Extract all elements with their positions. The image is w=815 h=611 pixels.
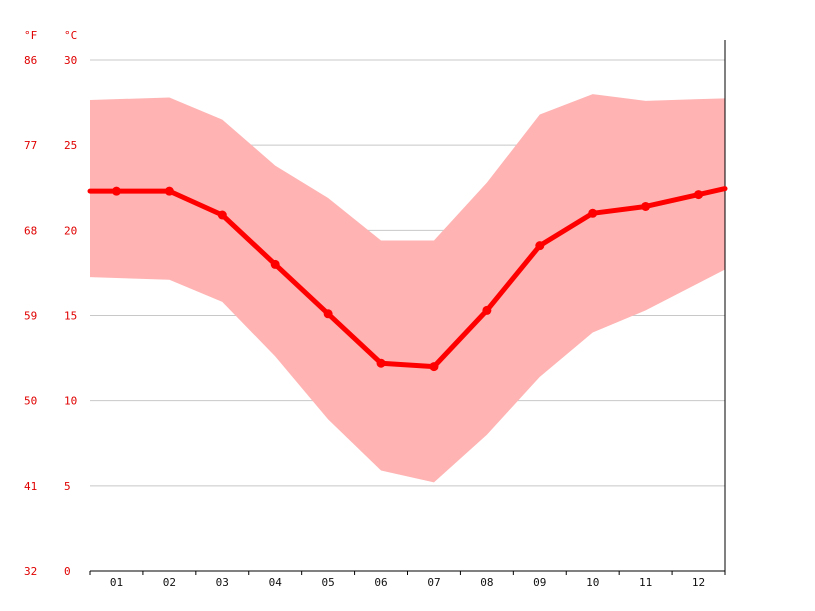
temperature-range-band (90, 94, 725, 483)
y-tick-label-fahrenheit: 50 (24, 395, 37, 408)
y-tick-label-fahrenheit: 68 (24, 224, 37, 237)
x-tick-label: 06 (374, 576, 387, 589)
y-tick-label-celsius: 25 (64, 139, 77, 152)
data-point (641, 201, 651, 211)
celsius-unit-label: °C (64, 29, 77, 42)
x-tick-label: 02 (163, 576, 176, 589)
x-tick-label: 04 (269, 576, 283, 589)
y-tick-label-celsius: 0 (64, 565, 71, 578)
y-tick-label-celsius: 30 (64, 54, 77, 67)
data-point (376, 358, 386, 368)
data-point (323, 309, 333, 319)
mean-temperature-points (111, 186, 704, 372)
x-tick-label: 07 (427, 576, 440, 589)
x-tick-label: 10 (586, 576, 599, 589)
y-tick-label-celsius: 5 (64, 480, 71, 493)
data-point (482, 305, 492, 315)
x-tick-label: 09 (533, 576, 546, 589)
data-point (535, 241, 545, 251)
fahrenheit-unit-label: °F (24, 29, 37, 42)
y-tick-label-fahrenheit: 41 (24, 480, 37, 493)
x-tick-label: 12 (692, 576, 705, 589)
axes (89, 40, 726, 575)
x-tick-label: 11 (639, 576, 652, 589)
mean-temperature-line (87, 186, 728, 370)
y-tick-label-fahrenheit: 77 (24, 139, 37, 152)
x-tick-label: 08 (480, 576, 493, 589)
data-point (164, 186, 174, 196)
x-tick-label: 05 (322, 576, 335, 589)
y-tick-label-celsius: 10 (64, 395, 77, 408)
data-point (588, 208, 598, 218)
data-point (270, 259, 280, 269)
x-axis-labels: 01 02 03 04 05 06 07 08 09 10 11 12 (110, 576, 705, 589)
y-tick-label-celsius: 20 (64, 224, 77, 237)
y-tick-label-fahrenheit: 32 (24, 565, 37, 578)
y-tick-label-fahrenheit: 59 (24, 310, 37, 323)
y-axis-labels: °F °C 0 32 5 41 10 50 15 59 20 68 25 77 30 86 (24, 29, 77, 578)
y-tick-label-celsius: 15 (64, 310, 77, 323)
data-point (694, 190, 704, 200)
x-tick-label: 01 (110, 576, 123, 589)
data-point (217, 210, 227, 220)
data-point (111, 186, 121, 196)
y-tick-label-fahrenheit: 86 (24, 54, 37, 67)
x-tick-label: 03 (216, 576, 229, 589)
data-point (429, 362, 439, 372)
